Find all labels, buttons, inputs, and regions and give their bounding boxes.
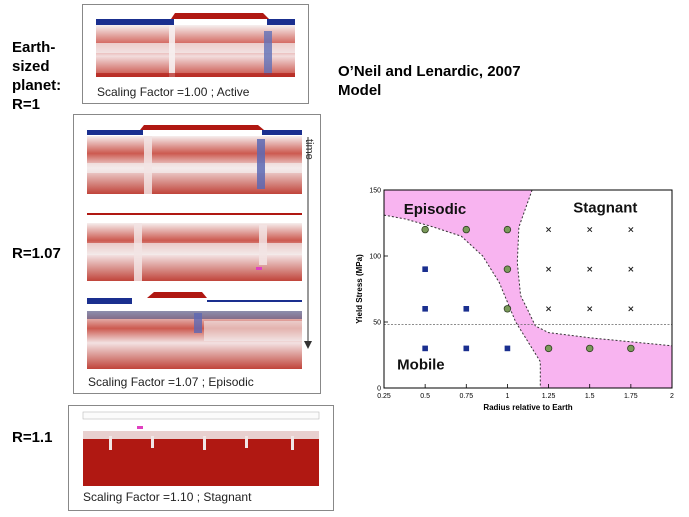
stagnant-point [546,227,552,233]
region-label-mobile: Mobile [397,357,445,374]
mobile-point [422,345,428,352]
plate-b [87,213,302,215]
plate [171,13,269,19]
panel-active: Scaling Factor =1.00 ; Active [82,4,309,104]
mobile-point [463,345,470,352]
stagnant-point [587,266,593,272]
mobile-point [463,306,470,312]
caption-active: Scaling Factor =1.00 ; Active [97,85,250,99]
x-tick-label: 1 [505,393,509,400]
citation-line-2: Model [338,82,382,99]
plot-frame [383,189,673,389]
episodic-point [503,265,512,273]
lid-c-left [87,298,132,304]
slab-a [257,139,265,189]
mobile-point [422,306,428,312]
x-tick-label: 0.25 [377,393,391,400]
plate-c [147,292,207,298]
stagnant-point [546,306,552,312]
plate-a [140,125,264,130]
stagnant-point [587,306,593,312]
x-tick-label: 0.5 [420,393,430,400]
mantle-stagnant [83,431,319,486]
panel-episodic-field [87,125,312,369]
label-r107: R=1.07 [12,245,61,262]
mobile-point [422,266,428,272]
x-tick-label: 2 [670,393,674,400]
stagnant-point [546,266,552,272]
stagnant-point [628,306,634,312]
episodic-point [586,344,594,353]
stagnant-point [628,227,634,233]
stagnant-point [628,266,634,272]
x-axis-label: Radius relative to Earth [483,403,572,412]
x-tick-label: 1.5 [585,393,595,400]
x-tick-label: 1.75 [624,393,638,400]
plot-area: 0.25 0.5 0.75 1 1.25 1.5 1.75 2 0 50 100 150 Episodi… [355,188,674,413]
x-tick-label: 0.75 [459,393,473,400]
slab [264,31,272,75]
x-tick-label: 1.25 [542,393,556,400]
y-tick-label: 0 [377,386,381,393]
boundary-mobile-episodic [383,214,541,388]
panel-stagnant-field [82,411,320,486]
label-earth-line-2: sized [12,58,50,75]
lid-stagnant [82,411,320,420]
episodic-point [627,344,635,353]
caption-stagnant: Scaling Factor =1.10 ; Stagnant [83,490,252,504]
citation-line-1: O’Neil and Lenardic, 2007 [338,63,521,80]
boundary-episodic-stagnant [516,189,673,347]
citation-header: O’Neil and Lenardic, 2007 Model [338,62,521,100]
region-label-stagnant: Stagnant [573,199,637,216]
caption-episodic: Scaling Factor =1.07 ; Episodic [88,375,254,389]
regime-diagram: 0.25 0.5 0.75 1 1.25 1.5 1.75 2 0 50 100 150 Episodi… [355,188,674,413]
label-r11: R=1.1 [12,429,53,446]
episodic-point [544,344,553,353]
lid-a-left [87,130,143,135]
label-earth-line-3: planet: [12,77,62,94]
panel-stagnant: Scaling Factor =1.10 ; Stagnant [68,405,334,511]
y-axis-label: Yield Stress (MPa) [355,254,364,324]
lid-left [96,19,174,25]
episodic-region [384,190,672,388]
episodic-point [421,225,429,234]
episodic-point [503,225,512,234]
lid-a-right [262,130,302,135]
panel-episodic: time Scaling Factor =1.07 ; Episodic [73,114,321,394]
panel-active-field [96,13,295,77]
stagnant-point [587,227,593,233]
episodic-point [503,305,512,313]
mobile-point [504,345,511,352]
plume [169,25,175,77]
y-tick-label: 100 [369,254,381,261]
lid-right [267,19,295,25]
episodic-point [462,225,470,234]
label-earth-line-4: R=1 [12,96,40,113]
label-earth-line-1: Earth- [12,39,56,56]
region-label-episodic: Episodic [404,201,467,218]
y-tick-label: 50 [373,320,381,327]
y-tick-label: 150 [369,188,381,195]
label-earth-sized: Earth- sized planet: R=1 [12,38,61,114]
time-label: time [303,139,315,160]
